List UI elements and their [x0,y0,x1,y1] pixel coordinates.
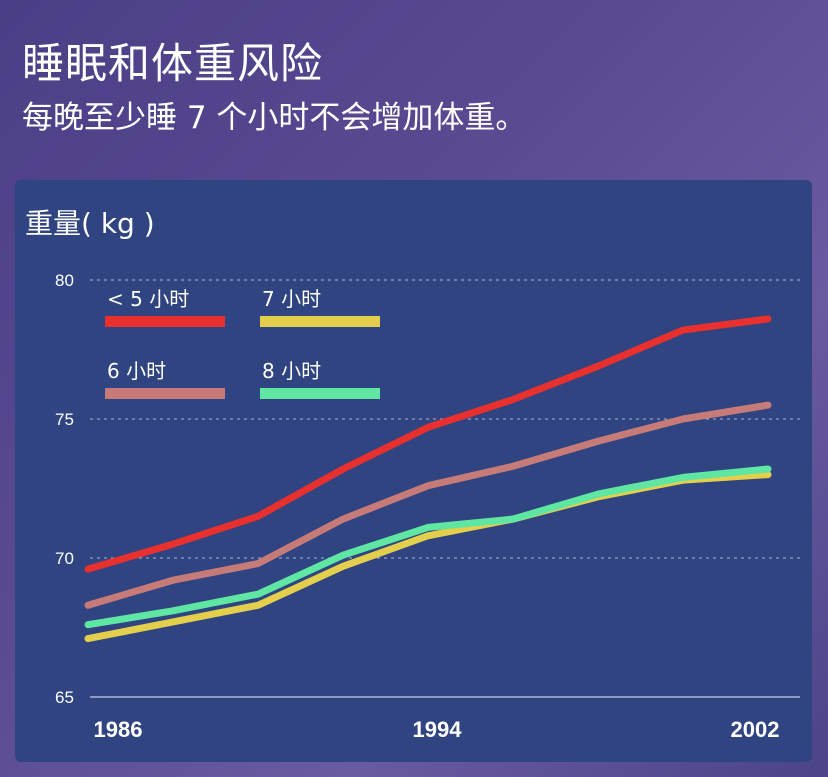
series-line [84,471,772,643]
x-tick-label: 1994 [413,717,463,742]
chart-title: 睡眠和体重风险 [22,39,324,88]
x-tick-label: 2002 [731,717,780,742]
y-tick-label: 80 [55,271,74,290]
y-tick-label: 70 [55,549,74,568]
chart-subtitle: 每晚至少睡 7 个小时不会增加体重。 [22,100,527,136]
legend-swatch [105,316,225,327]
y-axis-label: 重量( kg ) [25,207,155,240]
chart-panel [15,180,812,762]
legend-label: < 5 小时 [107,287,189,311]
legend-swatch [260,316,380,327]
legend-swatch [260,388,380,399]
series-line [84,401,772,609]
series-line [84,315,772,573]
legend-label: 7 小时 [262,287,321,311]
legend-label: 8 小时 [262,359,321,383]
legend-swatch [105,388,225,399]
y-tick-label: 75 [55,410,74,429]
legend-label: 6 小时 [107,359,166,383]
series-line [84,465,772,629]
x-tick-label: 1986 [94,717,143,742]
y-tick-label: 65 [55,688,74,707]
